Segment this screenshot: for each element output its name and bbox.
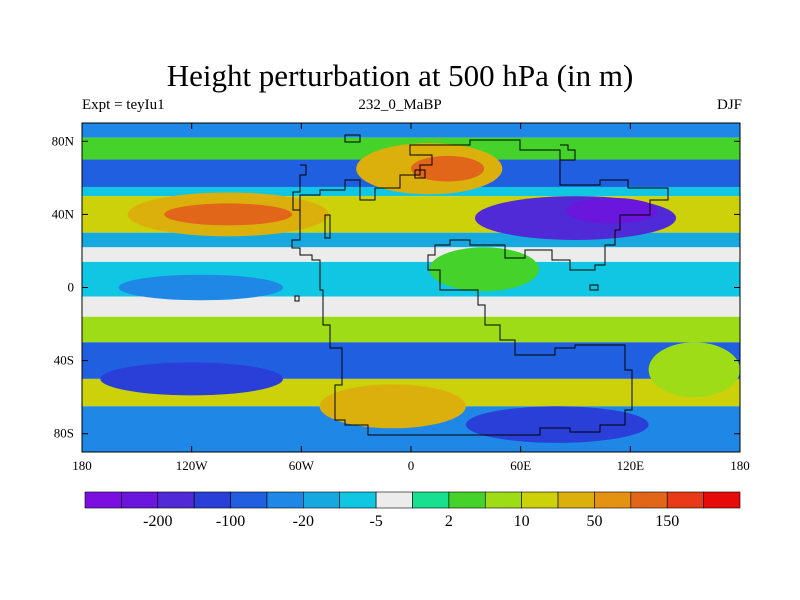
contour-field bbox=[82, 123, 740, 452]
colorbar-label: -200 bbox=[143, 513, 172, 530]
colorbar-swatch bbox=[630, 491, 668, 509]
colorbar-swatch bbox=[521, 491, 559, 509]
field-blob-11 bbox=[429, 247, 539, 292]
field-band-0 bbox=[82, 123, 740, 138]
field-blob-10 bbox=[648, 342, 740, 398]
colorbar-swatch bbox=[230, 491, 268, 509]
x-tick-label: 60W bbox=[289, 458, 315, 473]
colorbar: -200 -100 -20 -5 2 10 50 150 bbox=[84, 491, 741, 530]
colorbar-swatch bbox=[412, 491, 450, 509]
colorbar-label: -20 bbox=[293, 513, 314, 530]
x-tick-label: 60E bbox=[510, 458, 531, 473]
colorbar-label: 150 bbox=[655, 513, 679, 530]
colorbar-swatch bbox=[339, 491, 377, 509]
colorbar-swatch bbox=[157, 491, 195, 509]
colorbar-label: -100 bbox=[216, 513, 245, 530]
y-tick-label: 40S bbox=[54, 353, 74, 368]
colorbar-swatch bbox=[375, 491, 413, 509]
colorbar-swatch bbox=[594, 491, 632, 509]
field-blob-7 bbox=[100, 362, 284, 396]
field-band-5 bbox=[82, 232, 740, 248]
colorbar-label: -5 bbox=[369, 513, 382, 530]
y-tick-label: 40N bbox=[52, 206, 75, 221]
colorbar-swatch bbox=[484, 491, 522, 509]
colorbar-swatch bbox=[448, 491, 486, 509]
colorbar-swatch bbox=[84, 491, 122, 509]
field-blob-5 bbox=[411, 155, 485, 182]
field-band-8 bbox=[82, 296, 740, 317]
colorbar-swatch bbox=[193, 491, 231, 509]
y-tick-label: 80S bbox=[54, 426, 74, 441]
experiment-label: Expt = teyIu1 bbox=[82, 97, 165, 113]
field-blob-6 bbox=[118, 274, 284, 301]
field-blob-3 bbox=[164, 203, 293, 226]
colorbar-swatch bbox=[266, 491, 304, 509]
colorbar-swatch bbox=[666, 491, 704, 509]
x-tick-label: 180 bbox=[72, 458, 92, 473]
x-tick-label: 120E bbox=[617, 458, 645, 473]
colorbar-swatch bbox=[121, 491, 159, 509]
x-tick-label: 180 bbox=[730, 458, 750, 473]
field-blob-9 bbox=[465, 406, 649, 443]
field-band-6 bbox=[82, 247, 740, 262]
coastline bbox=[291, 134, 669, 436]
chart-title: Height perturbation at 500 hPa (in m) bbox=[166, 58, 634, 93]
x-tick-label: 0 bbox=[408, 458, 415, 473]
field-blob-1 bbox=[566, 197, 658, 224]
season-label: DJF bbox=[716, 97, 742, 113]
y-tick-label: 0 bbox=[68, 280, 75, 295]
colorbar-label: 50 bbox=[586, 513, 602, 530]
y-tick-label: 80N bbox=[52, 133, 75, 148]
axis-ticks: 180 120W 60W 0 60E 120E 180 80N 40N 0 40S 80S bbox=[52, 123, 750, 473]
colorbar-swatch bbox=[303, 491, 341, 509]
colorbar-swatch bbox=[557, 491, 595, 509]
colorbar-label: 2 bbox=[445, 513, 453, 530]
colorbar-swatch bbox=[703, 491, 741, 509]
colorbar-label: 10 bbox=[514, 513, 530, 530]
period-label: 232_0_MaBP bbox=[358, 97, 442, 113]
field-blob-8 bbox=[319, 384, 466, 429]
field-band-9 bbox=[82, 316, 740, 343]
x-tick-label: 120W bbox=[176, 458, 209, 473]
